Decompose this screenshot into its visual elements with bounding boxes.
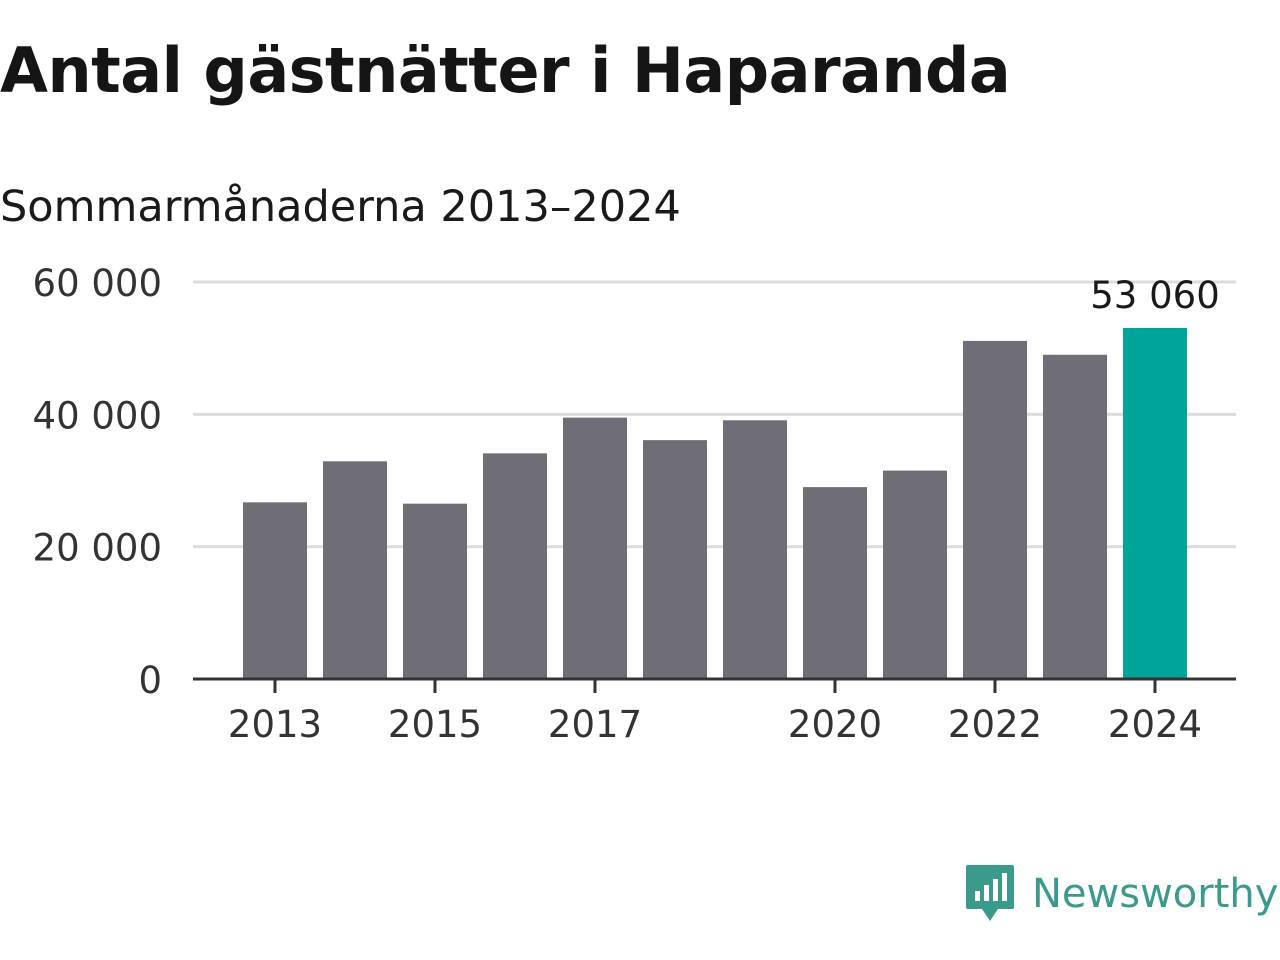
bar-2013 [243, 502, 307, 679]
y-tick-label: 40 000 [33, 394, 162, 437]
bar-2022 [963, 340, 1027, 679]
data-label: 53 060 [1090, 274, 1219, 317]
x-tick-label: 2013 [228, 703, 322, 746]
x-tick-label: 2020 [788, 703, 882, 746]
y-tick-label: 20 000 [33, 527, 162, 570]
bar-2016 [483, 453, 547, 679]
bar-2014 [323, 461, 387, 679]
y-tick-label: 0 [138, 659, 162, 702]
bar-2015 [403, 503, 467, 679]
brand-name: Newsworthy [1032, 871, 1279, 917]
newsworthy-logo-icon [966, 865, 1014, 921]
brand-footer: Newsworthy [964, 862, 1278, 926]
y-tick-label: 60 000 [33, 262, 162, 305]
x-tick-label: 2015 [388, 703, 482, 746]
chart-subtitle: Sommarmånaderna 2013–2024 [0, 182, 681, 232]
bar-2018 [643, 440, 707, 679]
x-tick-label: 2024 [1108, 703, 1202, 746]
x-tick-label: 2022 [948, 703, 1042, 746]
chart-title: Antal gästnätter i Haparanda [0, 34, 1011, 107]
bar-2023 [1043, 354, 1107, 679]
bar-2019 [723, 420, 787, 679]
x-tick-label: 2017 [548, 703, 642, 746]
bar-2020 [803, 487, 867, 679]
bar-2021 [883, 470, 947, 679]
bar-2024 [1123, 327, 1187, 679]
bar-2017 [563, 417, 627, 679]
